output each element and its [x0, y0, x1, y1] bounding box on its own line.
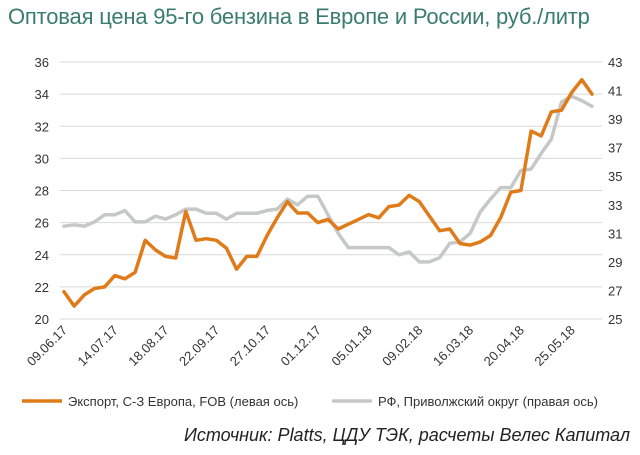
- right-axis-tick-label: 35: [608, 169, 622, 184]
- chart-title: Оптовая цена 95-го бензина в Европе и Ро…: [8, 4, 590, 29]
- left-axis-tick-label: 34: [35, 87, 49, 102]
- right-axis-tick-label: 25: [608, 312, 622, 327]
- legend: Экспорт, С-З Европа, FOB (левая ось) РФ, …: [22, 394, 598, 409]
- left-axis-tick-label: 30: [35, 151, 49, 166]
- x-axis-tick-label: 01.12.17: [278, 323, 324, 369]
- left-axis-tick-label: 20: [35, 312, 49, 327]
- x-axis-tick-label: 20.04.18: [481, 323, 527, 369]
- series-line-rf-volga: [62, 94, 594, 264]
- left-axis-tick-label: 24: [35, 248, 49, 263]
- left-axis-tick-label: 28: [35, 184, 49, 199]
- left-axis-tick-label: 36: [35, 55, 49, 70]
- x-axis-tick-label: 27.10.17: [227, 323, 273, 369]
- x-axis-tick-label: 14.07.17: [74, 323, 120, 369]
- right-axis-tick-label: 33: [608, 198, 622, 213]
- right-axis-tick-label: 43: [608, 55, 622, 70]
- x-axis-tick-label: 16.03.18: [430, 323, 476, 369]
- series-line-export-nw-europe: [62, 77, 594, 308]
- right-axis-tick-label: 31: [608, 226, 622, 241]
- right-axis-ticks: 25 27 29 31 33 35 37 39 41 43: [608, 55, 622, 327]
- x-axis-tick-label: 25.05.18: [531, 323, 577, 369]
- left-axis-ticks: 20 22 24 26 28 30 32 34 36: [35, 55, 49, 327]
- right-axis-tick-label: 29: [608, 255, 622, 270]
- source-note: Источник: Platts, ЦДУ ТЭК, расчеты Велес…: [183, 425, 630, 445]
- x-axis-tick-label: 18.08.17: [125, 323, 171, 369]
- left-axis-tick-label: 32: [35, 119, 49, 134]
- right-axis-tick-label: 41: [608, 84, 622, 99]
- left-axis-tick-label: 22: [35, 280, 49, 295]
- right-axis-tick-label: 27: [608, 283, 622, 298]
- x-axis-tick-label: 09.02.18: [379, 323, 425, 369]
- legend-item-rf: РФ, Приволжский округ (правая ось): [378, 394, 598, 409]
- right-axis-tick-label: 37: [608, 141, 622, 156]
- legend-item-export: Экспорт, С-З Европа, FOB (левая ось): [68, 394, 298, 409]
- x-axis-tick-label: 05.01.18: [328, 323, 374, 369]
- left-axis-tick-label: 26: [35, 216, 49, 231]
- x-axis-tick-label: 09.06.17: [24, 323, 70, 369]
- x-axis-tick-label: 22.09.17: [176, 323, 222, 369]
- right-axis-tick-label: 39: [608, 112, 622, 127]
- series-lines: [62, 77, 594, 308]
- x-axis-ticks: 09.06.17 14.07.17 18.08.17 22.09.17 27.10.17…: [24, 323, 578, 369]
- gridlines: [60, 61, 602, 320]
